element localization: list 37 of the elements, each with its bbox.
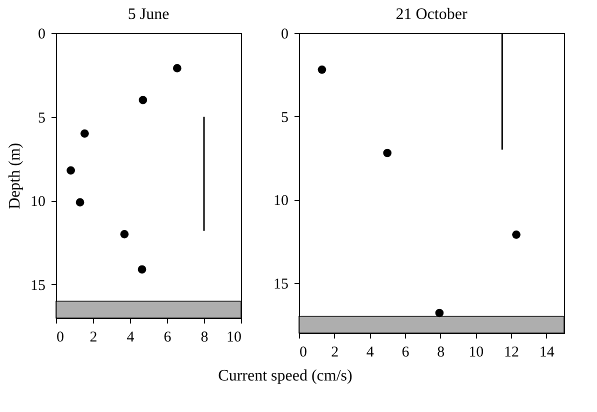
point xyxy=(120,230,129,238)
y-tick-label: 15 xyxy=(274,276,288,292)
chart-title: 21 October xyxy=(396,6,468,23)
y-tick-label: 0 xyxy=(38,26,46,42)
y-tick-label: 5 xyxy=(38,110,46,126)
point xyxy=(435,308,444,318)
y-tick-label: 10 xyxy=(30,194,46,210)
point xyxy=(76,198,84,206)
x-tick-label: 10 xyxy=(468,344,484,360)
x-tick-label: 8 xyxy=(200,330,208,346)
point xyxy=(138,96,148,104)
x-tick-label: 6 xyxy=(402,344,410,360)
x-tick-label: 10 xyxy=(226,330,242,346)
x-tick-label: 0 xyxy=(56,330,64,346)
point xyxy=(512,230,520,239)
point xyxy=(318,65,326,74)
y-axis-title: Depth (m) xyxy=(6,142,24,210)
x-tick-label: 4 xyxy=(126,330,135,346)
point xyxy=(383,148,392,158)
y-tick-label: 15 xyxy=(30,278,46,294)
y-tick-label: 5 xyxy=(281,110,288,126)
y-tick-label: 0 xyxy=(281,26,288,42)
chart-title: 5 June xyxy=(128,6,170,23)
x-tick-label: 8 xyxy=(437,344,445,360)
x-tick-label: 4 xyxy=(366,344,374,360)
point xyxy=(172,64,182,72)
x-tick-label: 12 xyxy=(504,344,519,360)
x-axis-title: Current speed (cm/s) xyxy=(218,368,352,384)
x-tick-label: 6 xyxy=(164,330,172,346)
x-tick-label: 2 xyxy=(331,344,339,360)
y-tick-label: 10 xyxy=(274,193,288,210)
x-tick-label: 0 xyxy=(300,344,307,360)
x-tick-label: 2 xyxy=(90,330,98,346)
point xyxy=(66,166,75,175)
point xyxy=(138,265,146,274)
point xyxy=(80,129,89,138)
x-tick-label: 14 xyxy=(539,344,555,360)
